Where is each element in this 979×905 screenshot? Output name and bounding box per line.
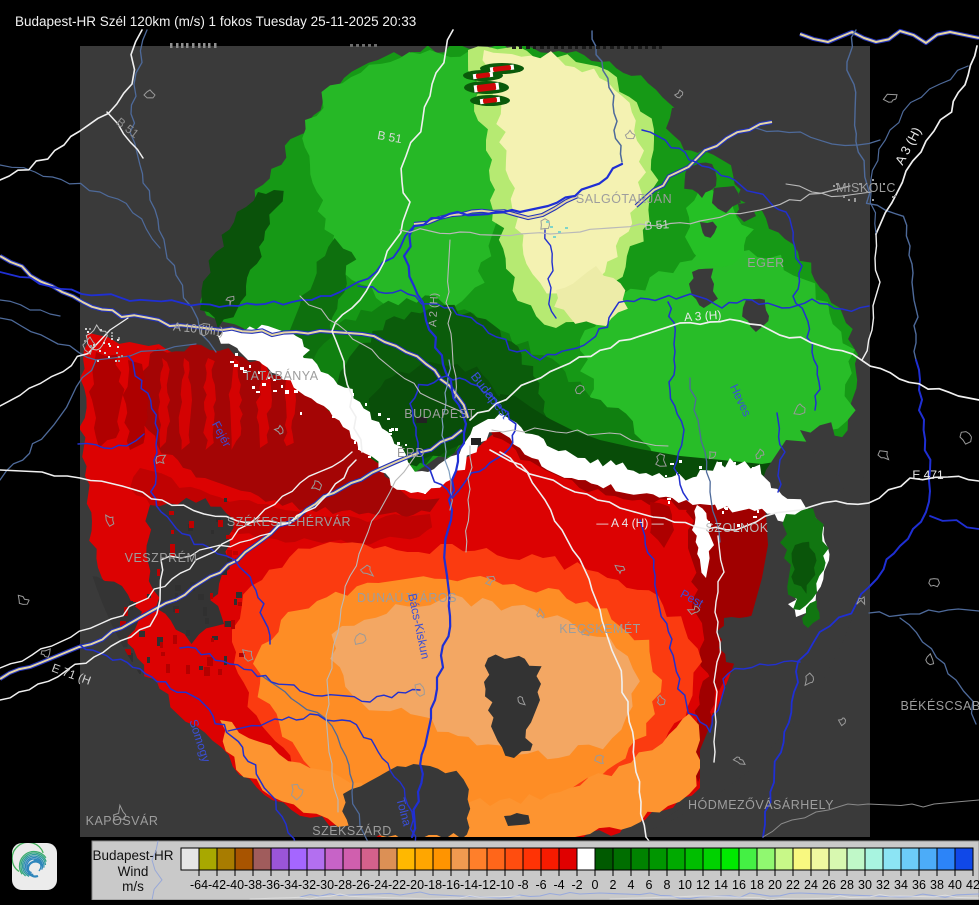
svg-text:TATABÁNYA: TATABÁNYA xyxy=(243,368,318,383)
svg-text:32: 32 xyxy=(876,878,890,892)
svg-text:-4: -4 xyxy=(553,878,564,892)
svg-text:B 51: B 51 xyxy=(376,128,403,146)
svg-text:-16: -16 xyxy=(442,878,460,892)
svg-text:-32: -32 xyxy=(298,878,316,892)
svg-text:BÉKÉSCSABA: BÉKÉSCSABA xyxy=(900,698,979,713)
svg-text:SALGÓTARJÁN: SALGÓTARJÁN xyxy=(576,191,672,206)
svg-text:B 51: B 51 xyxy=(644,217,670,233)
svg-text:4: 4 xyxy=(628,878,635,892)
svg-text:BUDAPEST: BUDAPEST xyxy=(404,407,475,421)
svg-text:18: 18 xyxy=(750,878,764,892)
svg-text:-10: -10 xyxy=(496,878,514,892)
svg-text:MISKOLC: MISKOLC xyxy=(836,181,896,195)
svg-text:m/s: m/s xyxy=(122,879,144,894)
svg-text:-38: -38 xyxy=(244,878,262,892)
svg-text:ÉRD: ÉRD xyxy=(397,445,425,460)
svg-text:-14: -14 xyxy=(460,878,478,892)
svg-text:-64: -64 xyxy=(190,878,208,892)
svg-text:36: 36 xyxy=(912,878,926,892)
svg-text:-18: -18 xyxy=(424,878,442,892)
svg-text:24: 24 xyxy=(804,878,818,892)
svg-text:Wind: Wind xyxy=(118,864,149,879)
svg-text:8: 8 xyxy=(664,878,671,892)
svg-text:-28: -28 xyxy=(334,878,352,892)
svg-text:E 471: E 471 xyxy=(912,468,944,482)
svg-text:12: 12 xyxy=(696,878,710,892)
svg-text:30: 30 xyxy=(858,878,872,892)
svg-text:0: 0 xyxy=(592,878,599,892)
svg-text:40: 40 xyxy=(948,878,962,892)
svg-text:-20: -20 xyxy=(406,878,424,892)
svg-text:KAPOSVÁR: KAPOSVÁR xyxy=(86,813,159,828)
svg-text:-26: -26 xyxy=(352,878,370,892)
svg-text:-22: -22 xyxy=(388,878,406,892)
svg-text:20: 20 xyxy=(768,878,782,892)
svg-text:-42: -42 xyxy=(208,878,226,892)
svg-text:-24: -24 xyxy=(370,878,388,892)
svg-text:A 3 (H): A 3 (H) xyxy=(684,308,722,325)
svg-text:Budapest-HR Szél 120km (m/s) 1: Budapest-HR Szél 120km (m/s) 1 fokos Tue… xyxy=(15,14,416,29)
svg-text:2: 2 xyxy=(610,878,617,892)
svg-text:A 2 (H): A 2 (H) xyxy=(427,292,441,327)
svg-text:14: 14 xyxy=(714,878,728,892)
svg-text:-30: -30 xyxy=(316,878,334,892)
svg-text:— A 4 (H) —: — A 4 (H) — xyxy=(596,516,663,530)
svg-text:-40: -40 xyxy=(226,878,244,892)
svg-text:VESZPRÉM: VESZPRÉM xyxy=(125,550,198,565)
svg-text:10: 10 xyxy=(678,878,692,892)
svg-text:16: 16 xyxy=(732,878,746,892)
svg-text:34: 34 xyxy=(894,878,908,892)
svg-text:SZEKSZÁRD: SZEKSZÁRD xyxy=(312,823,392,838)
svg-text:-12: -12 xyxy=(478,878,496,892)
svg-text:22: 22 xyxy=(786,878,800,892)
svg-text:KECSKEMÉT: KECSKEMÉT xyxy=(559,621,641,636)
svg-text:-8: -8 xyxy=(517,878,528,892)
svg-text:26: 26 xyxy=(822,878,836,892)
svg-text:DUNAÚJVÁROS: DUNAÚJVÁROS xyxy=(357,590,457,605)
svg-text:6: 6 xyxy=(646,878,653,892)
svg-text:-2: -2 xyxy=(571,878,582,892)
svg-text:HÓDMEZŐVÁSÁRHELY: HÓDMEZŐVÁSÁRHELY xyxy=(688,797,834,812)
svg-text:38: 38 xyxy=(930,878,944,892)
svg-text:-34: -34 xyxy=(280,878,298,892)
svg-text:28: 28 xyxy=(840,878,854,892)
svg-text:-36: -36 xyxy=(262,878,280,892)
svg-text:SZÉKESFEHÉRVÁR: SZÉKESFEHÉRVÁR xyxy=(227,514,351,529)
svg-text:Budapest-HR: Budapest-HR xyxy=(92,848,173,863)
svg-text:SZOLNOK: SZOLNOK xyxy=(705,521,768,535)
svg-text:-6: -6 xyxy=(535,878,546,892)
svg-text:42: 42 xyxy=(966,878,979,892)
svg-text:EGER: EGER xyxy=(747,256,784,270)
svg-text:A 10 (Hn): A 10 (Hn) xyxy=(172,319,224,338)
